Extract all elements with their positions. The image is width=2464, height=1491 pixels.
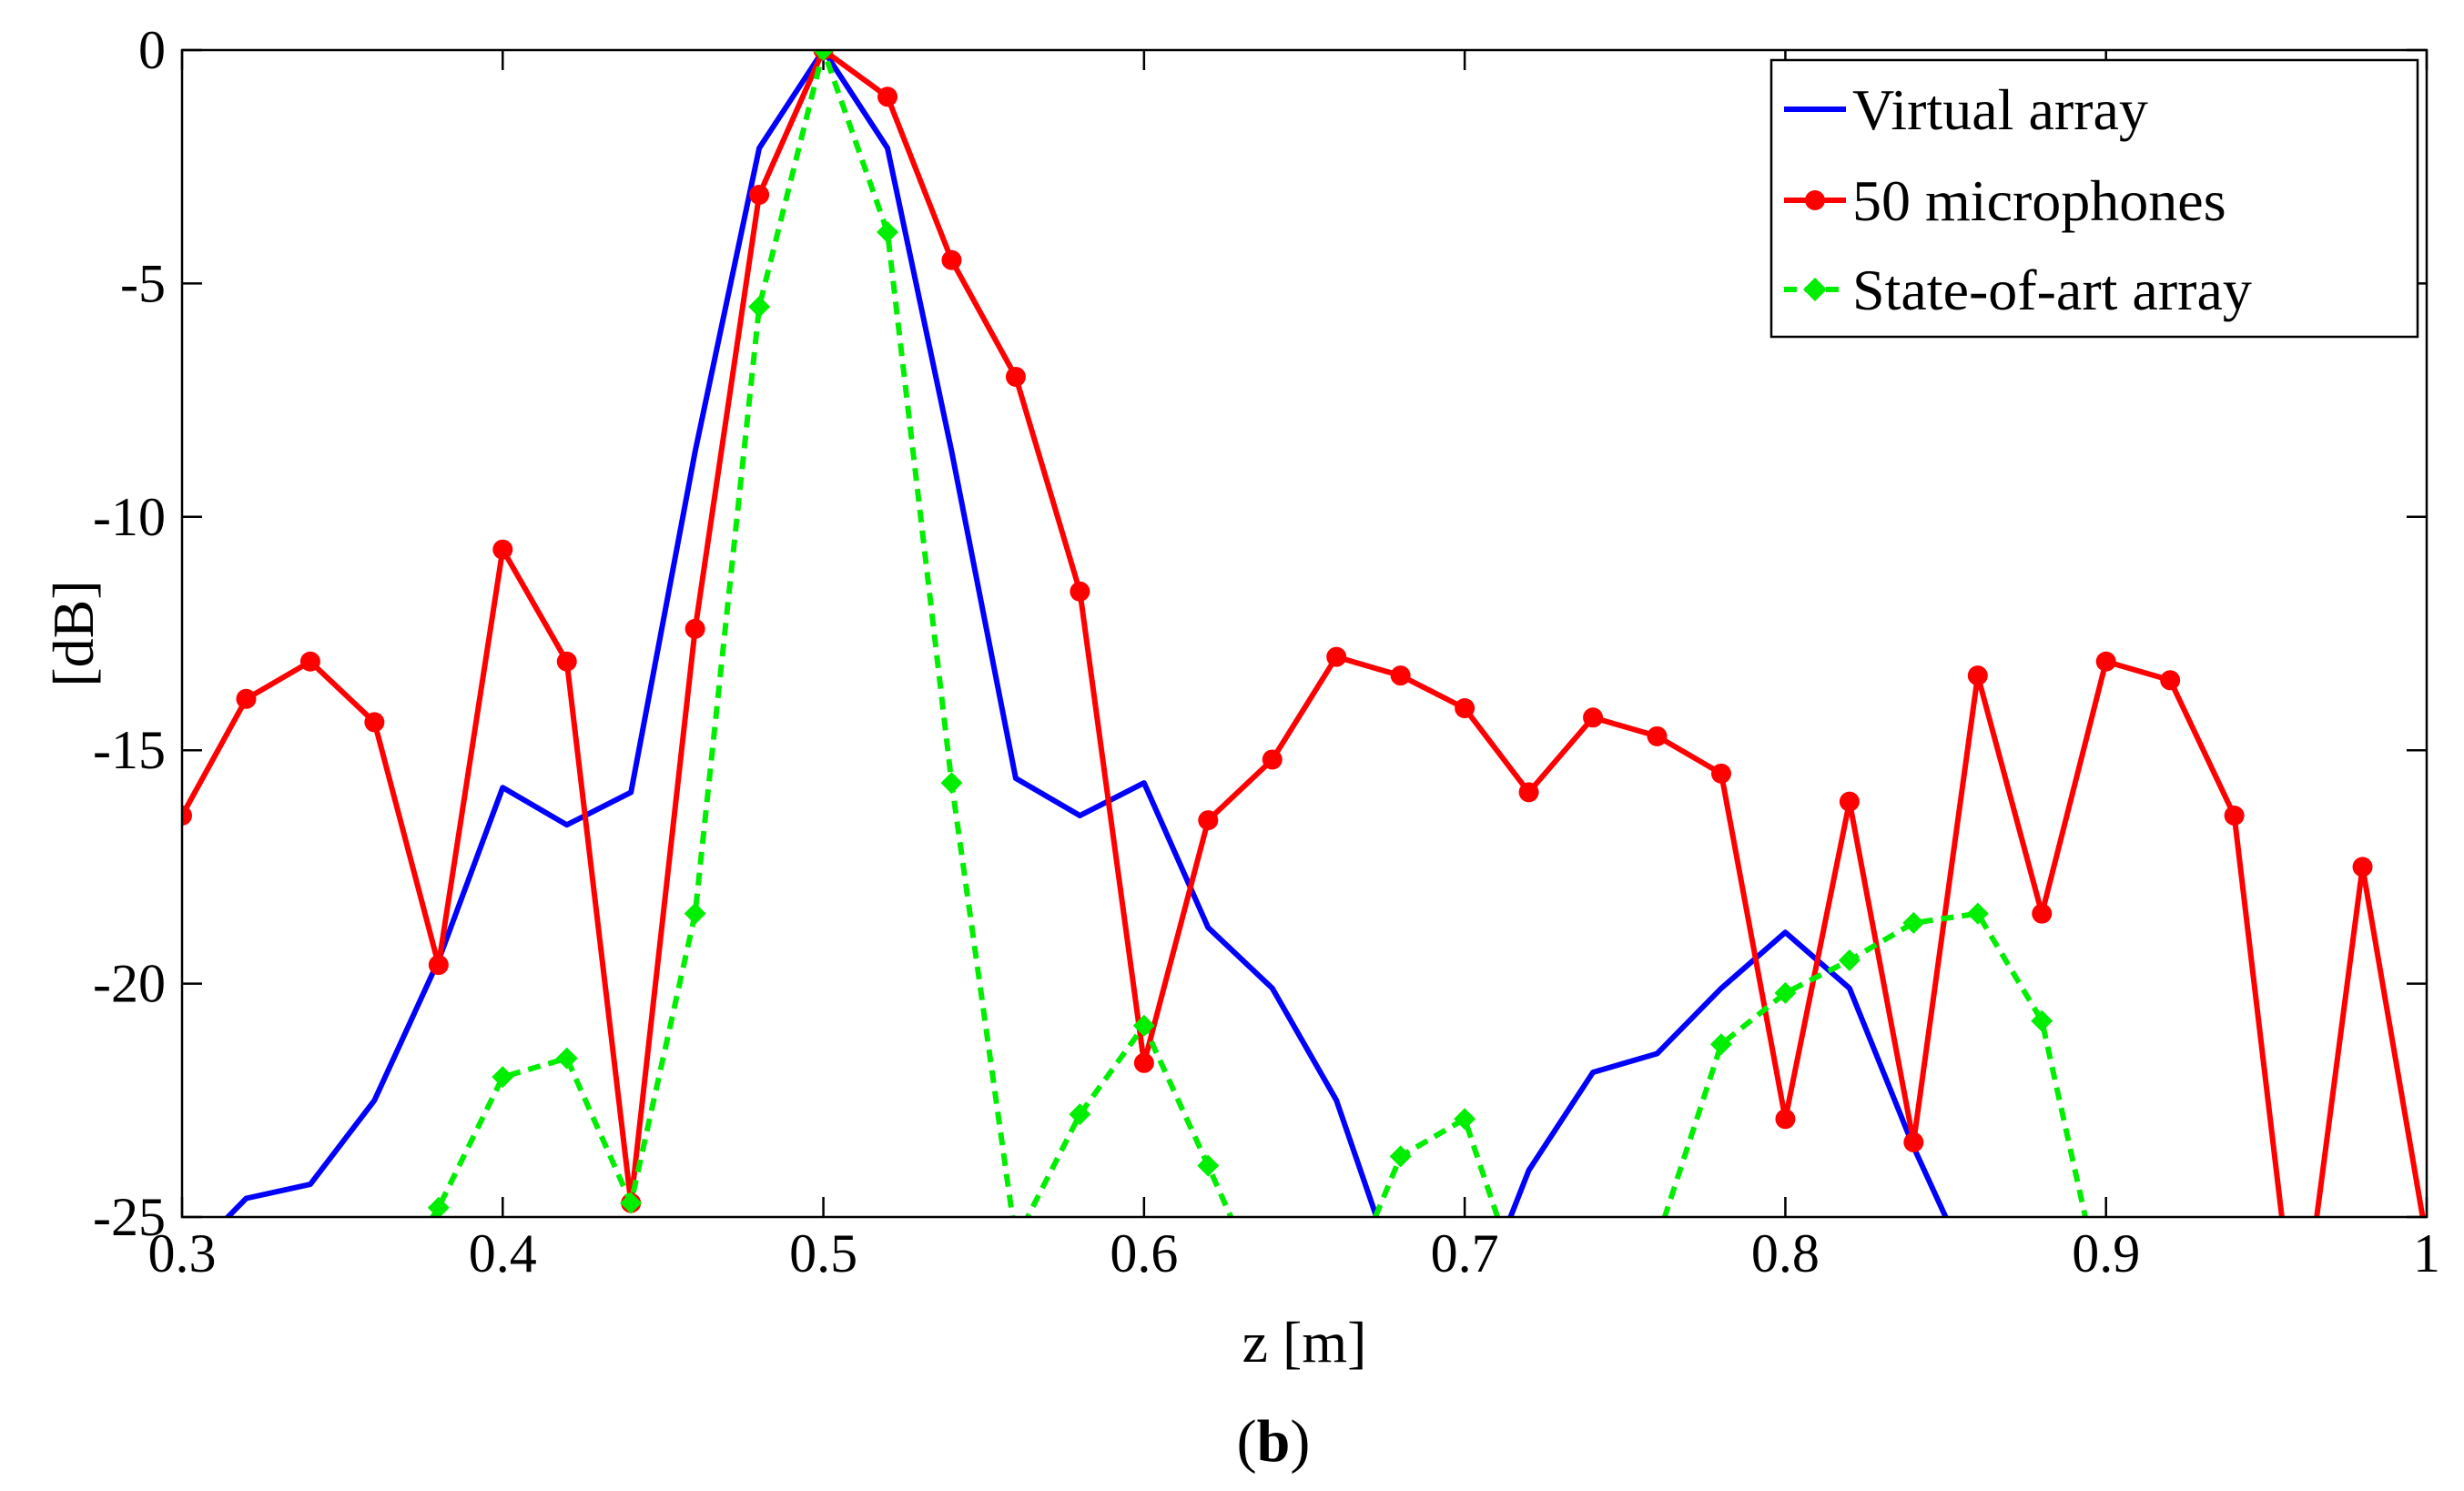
x-tick-label: 0.8	[1751, 1223, 1820, 1283]
point-state-of-art-array	[877, 220, 899, 243]
point-state-of-art-array	[684, 902, 706, 925]
point-state-of-art-array	[1518, 1300, 1540, 1322]
x-tick-label: 0.7	[1431, 1223, 1499, 1283]
y-tick-label: 0	[138, 20, 166, 80]
point-50-microphones	[1903, 1131, 1924, 1152]
y-tick-label: -15	[93, 720, 166, 780]
caption-close-paren: )	[1290, 1408, 1310, 1475]
point-50-microphones	[299, 651, 320, 672]
point-state-of-art-array	[1647, 1230, 1668, 1252]
point-50-microphones	[1133, 1052, 1154, 1073]
series-group	[182, 50, 2426, 1367]
point-state-of-art-array	[940, 772, 963, 795]
point-50-microphones	[684, 618, 705, 639]
x-tick-label: 1	[2413, 1223, 2440, 1283]
point-50-microphones	[1070, 581, 1090, 602]
x-axis-label: z [m]	[1242, 1310, 1367, 1374]
x-tick-labels: 0.3 0.4 0.5 0.6 0.7 0.8 0.9 1	[148, 1223, 2441, 1283]
y-axis-label: [dB]	[41, 580, 106, 686]
point-state-of-art-array	[555, 1047, 578, 1070]
x-tick-label: 0.3	[148, 1223, 217, 1283]
series-line-50-microphones	[182, 50, 2426, 1217]
point-50-microphones	[2224, 805, 2245, 826]
y-tick-label: -20	[93, 954, 166, 1014]
legend: Virtual array 50 microphones State-of-ar…	[1769, 58, 2419, 339]
point-50-microphones	[236, 688, 257, 709]
point-state-of-art-array	[1966, 902, 1989, 925]
point-50-microphones	[2352, 857, 2373, 877]
point-50-microphones	[492, 539, 513, 560]
legend-box	[1769, 58, 2419, 339]
point-state-of-art-array	[1132, 1014, 1155, 1037]
point-50-microphones	[1326, 646, 1347, 667]
x-tick-label: 0.4	[469, 1223, 537, 1283]
y-tick-label: -10	[93, 487, 166, 547]
legend-label-50-microphones: 50 microphones	[1852, 168, 2226, 233]
x-tick-label: 0.5	[789, 1223, 857, 1283]
x-tick-label: 0.9	[2072, 1223, 2140, 1283]
point-state-of-art-array	[2031, 1009, 2053, 1032]
point-50-microphones	[1005, 366, 1026, 387]
plot-frame	[180, 48, 2429, 1219]
legend-marker-50-microphones	[1805, 190, 1825, 210]
point-50-microphones	[182, 805, 192, 826]
point-state-of-art-array	[1902, 911, 1925, 934]
point-state-of-art-array	[1838, 948, 1861, 971]
point-50-microphones	[428, 955, 449, 976]
point-50-microphones	[1839, 791, 1860, 812]
point-state-of-art-array	[620, 1192, 643, 1214]
point-50-microphones	[1262, 749, 1283, 770]
point-state-of-art-array	[492, 1066, 514, 1089]
point-50-microphones	[1647, 725, 1668, 746]
point-50-microphones	[1583, 707, 1604, 728]
point-state-of-art-array	[1005, 1230, 1027, 1252]
point-state-of-art-array	[812, 50, 835, 61]
point-50-microphones	[2288, 1347, 2308, 1367]
point-state-of-art-array	[1774, 981, 1797, 1004]
point-state-of-art-array	[1709, 1033, 1732, 1056]
point-50-microphones	[2032, 903, 2053, 924]
point-50-microphones	[2160, 670, 2181, 691]
point-state-of-art-array	[2095, 1300, 2117, 1322]
caption-open-paren: (	[1237, 1408, 1257, 1475]
caption-label: b	[1257, 1408, 1291, 1475]
point-50-microphones	[1390, 665, 1411, 686]
point-state-of-art-array	[1454, 1108, 1476, 1131]
point-50-microphones	[1967, 665, 1988, 686]
point-50-microphones	[1455, 698, 1475, 719]
y-tick-labels: 0 -5 -10 -15 -20 -25	[93, 20, 166, 1247]
point-state-of-art-array	[1582, 1300, 1604, 1322]
point-state-of-art-array	[1197, 1154, 1220, 1177]
point-50-microphones	[1775, 1109, 1796, 1130]
series-line-virtual-array	[224, 50, 1949, 1217]
point-50-microphones	[556, 651, 577, 672]
point-state-of-art-array	[1389, 1145, 1412, 1168]
point-50-microphones	[941, 249, 962, 270]
series-line-state-of-art-array	[429, 50, 2089, 1217]
legend-marker-state-of-art-array	[1803, 278, 1827, 301]
point-state-of-art-array	[748, 296, 771, 319]
point-50-microphones	[2095, 651, 2116, 672]
point-state-of-art-array	[427, 1196, 450, 1217]
point-state-of-art-array	[1069, 1103, 1091, 1126]
point-50-microphones	[749, 184, 770, 205]
x-tick-label: 0.6	[1110, 1223, 1178, 1283]
point-50-microphones	[1518, 782, 1539, 803]
point-50-microphones	[364, 712, 385, 733]
point-50-microphones	[877, 86, 898, 107]
y-tick-label: -5	[120, 253, 166, 313]
legend-label-virtual-array: Virtual array	[1852, 77, 2148, 142]
figure-caption: (b)	[1237, 1408, 1311, 1475]
point-50-microphones	[1710, 763, 1731, 784]
point-state-of-art-array	[363, 1300, 385, 1322]
point-50-microphones	[1198, 810, 1219, 831]
legend-label-state-of-art-array: State-of-art array	[1852, 258, 2252, 322]
y-tick-label: -25	[93, 1187, 166, 1247]
